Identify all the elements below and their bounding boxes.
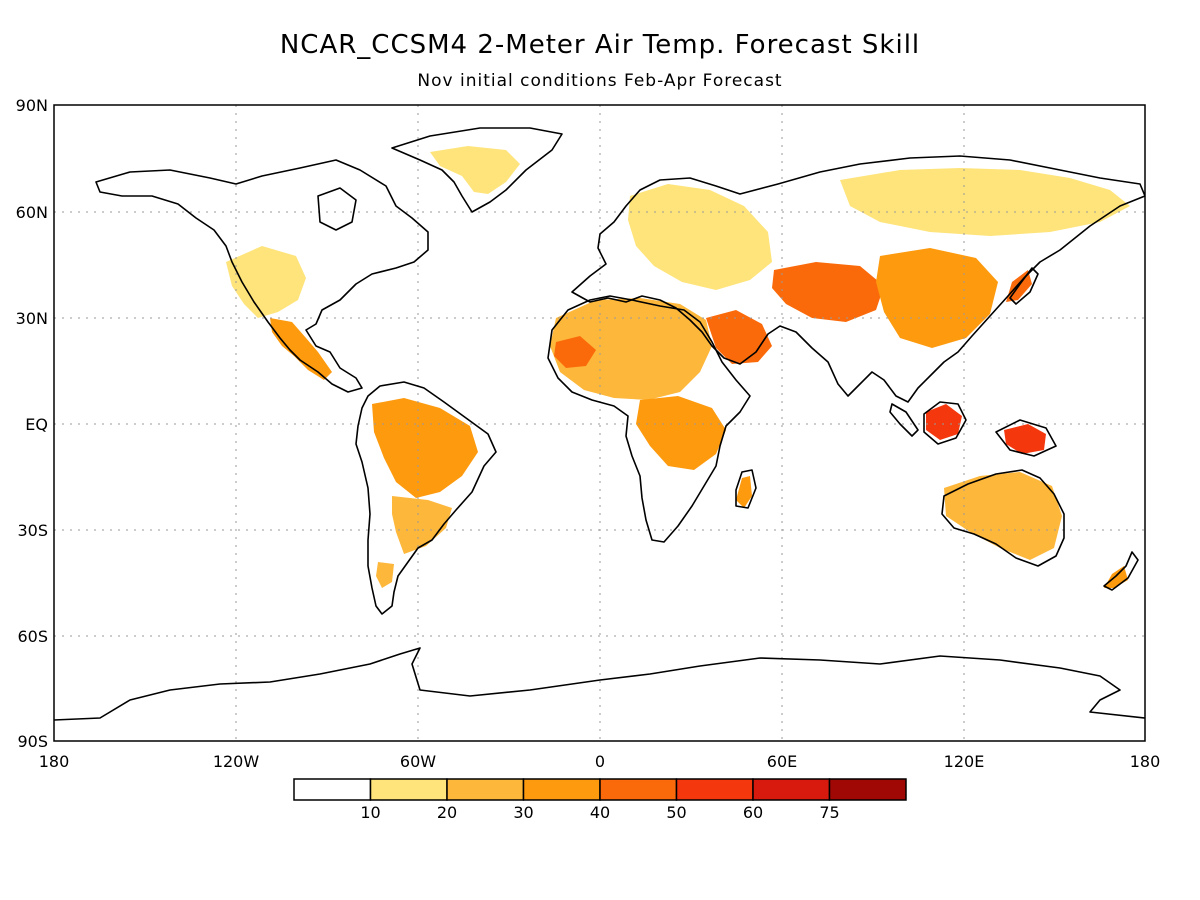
skill-western-us — [226, 246, 306, 318]
skill-patagonia — [376, 562, 394, 588]
lat-label-90n: 90N — [16, 96, 48, 115]
skill-arabia — [706, 310, 772, 364]
skill-china — [876, 248, 998, 348]
lon-label-0: 0 — [595, 752, 605, 771]
skill-greenland — [430, 146, 520, 194]
colorbar-swatch-7 — [828, 778, 907, 801]
skill-new-guinea — [1004, 424, 1046, 454]
skill-madagascar — [736, 476, 752, 508]
skill-amazon — [372, 398, 478, 498]
colorbar-label-20: 20 — [437, 803, 457, 822]
coastline-africa — [547, 295, 751, 543]
skill-europe-russia — [628, 184, 772, 290]
colorbar: 10 20 30 40 50 60 75 — [293, 778, 907, 822]
lat-label-60s: 60S — [17, 627, 48, 646]
lon-label-120e: 120E — [944, 752, 985, 771]
lat-label-30s: 30S — [17, 521, 48, 540]
skill-shading-layer — [226, 146, 1130, 588]
coastline-eurasia — [571, 155, 1145, 403]
coastline-south-america — [355, 381, 497, 615]
colorbar-label-30: 30 — [513, 803, 533, 822]
coastline-sumatra — [889, 403, 919, 437]
colorbar-swatch-1 — [369, 778, 448, 801]
coastline-new-guinea — [995, 419, 1057, 457]
map-title: NCAR_CCSM4 2-Meter Air Temp. Forecast Sk… — [280, 30, 920, 60]
lat-label-90s: 90S — [17, 732, 48, 751]
colorbar-swatch-3 — [522, 778, 601, 801]
map-subtitle: Nov initial conditions Feb-Apr Forecast — [417, 71, 782, 91]
skill-mexico — [270, 318, 332, 380]
colorbar-swatch-5 — [675, 778, 754, 801]
lat-label-30n: 30N — [16, 309, 48, 328]
map-panel — [53, 104, 1146, 742]
coastline-north-america — [95, 159, 429, 393]
map-frame-border — [53, 104, 1146, 742]
skill-australia — [944, 472, 1062, 560]
colorbar-label-75: 75 — [819, 803, 839, 822]
skill-se-south-america — [392, 496, 452, 554]
colorbar-label-60: 60 — [743, 803, 763, 822]
skill-east-africa — [636, 396, 726, 470]
colorbar-swatch-4 — [599, 778, 678, 801]
skill-borneo — [926, 404, 962, 440]
coastline-madagascar — [735, 469, 757, 509]
colorbar-label-50: 50 — [666, 803, 686, 822]
longitude-labels: 180 120W 60W 0 60E 120E 180 — [39, 752, 1161, 771]
lon-label-60w: 60W — [400, 752, 436, 771]
skill-central-asia — [772, 262, 884, 322]
coastline-borneo — [923, 401, 967, 445]
skill-west-africa — [554, 336, 596, 368]
skill-sahara — [550, 298, 712, 400]
coastline-antarctica — [54, 647, 1145, 721]
colorbar-swatch-6 — [752, 778, 831, 801]
colorbar-swatch-0 — [293, 778, 372, 801]
lon-label-60e: 60E — [767, 752, 797, 771]
colorbar-swatch-2 — [446, 778, 525, 801]
coastlines — [54, 127, 1145, 721]
latitude-labels: 90N 60N 30N EQ 30S 60S 90S — [16, 96, 48, 751]
coastline-new-zealand — [1103, 551, 1139, 591]
colorbar-label-40: 40 — [590, 803, 610, 822]
coastline-hudson-bay — [317, 187, 357, 231]
colorbar-label-10: 10 — [360, 803, 380, 822]
lon-label-180-west: 180 — [39, 752, 70, 771]
lat-label-60n: 60N — [16, 203, 48, 222]
coastline-australia — [941, 469, 1065, 567]
coastline-japan — [1009, 267, 1039, 305]
lon-label-180-east: 180 — [1130, 752, 1161, 771]
lat-label-eq: EQ — [25, 415, 48, 434]
lon-label-120w: 120W — [213, 752, 260, 771]
coastline-greenland — [391, 127, 563, 213]
skill-siberia — [840, 168, 1130, 236]
graticule — [54, 105, 1145, 741]
